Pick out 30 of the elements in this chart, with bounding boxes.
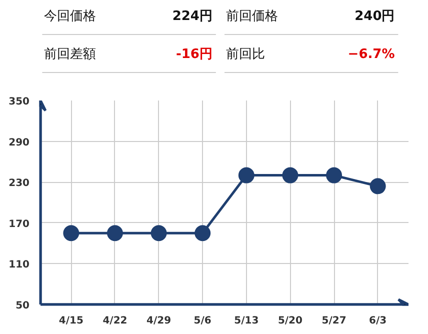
text: 前回比: [226, 47, 266, 62]
text: 前回差額: [44, 47, 96, 62]
y-tick-label: 230: [8, 178, 30, 190]
point: [238, 167, 254, 184]
y-tick-label: 110: [8, 260, 30, 271]
x-tick-label: 5/6: [194, 316, 212, 326]
x-tick-label: 6/3: [369, 316, 387, 326]
point: [150, 225, 167, 242]
y-tick-label: 170: [8, 218, 30, 230]
point: [282, 167, 298, 184]
y-tick-label: 50: [16, 300, 30, 312]
point: [326, 167, 342, 184]
x-tick-label: 5/27: [322, 316, 346, 326]
text: 前回価格: [226, 9, 278, 24]
point: [194, 225, 211, 242]
text: −6.7%: [348, 47, 395, 62]
text: -16円: [176, 47, 212, 62]
x-tick-label: 4/15: [58, 316, 84, 326]
text: 今回価格: [44, 9, 96, 24]
text: 240円: [354, 9, 395, 24]
x-tick-label: 4/29: [146, 316, 172, 326]
point: [106, 225, 123, 242]
text: 224円: [172, 9, 212, 24]
x-tick-label: 5/20: [278, 316, 303, 326]
point: [370, 178, 386, 194]
x-tick-label: 5/13: [234, 316, 259, 326]
y-tick-label: 290: [8, 137, 30, 148]
y-tick-label: 350: [8, 96, 30, 108]
point: [63, 225, 80, 242]
x-tick-label: 4/22: [102, 316, 128, 326]
